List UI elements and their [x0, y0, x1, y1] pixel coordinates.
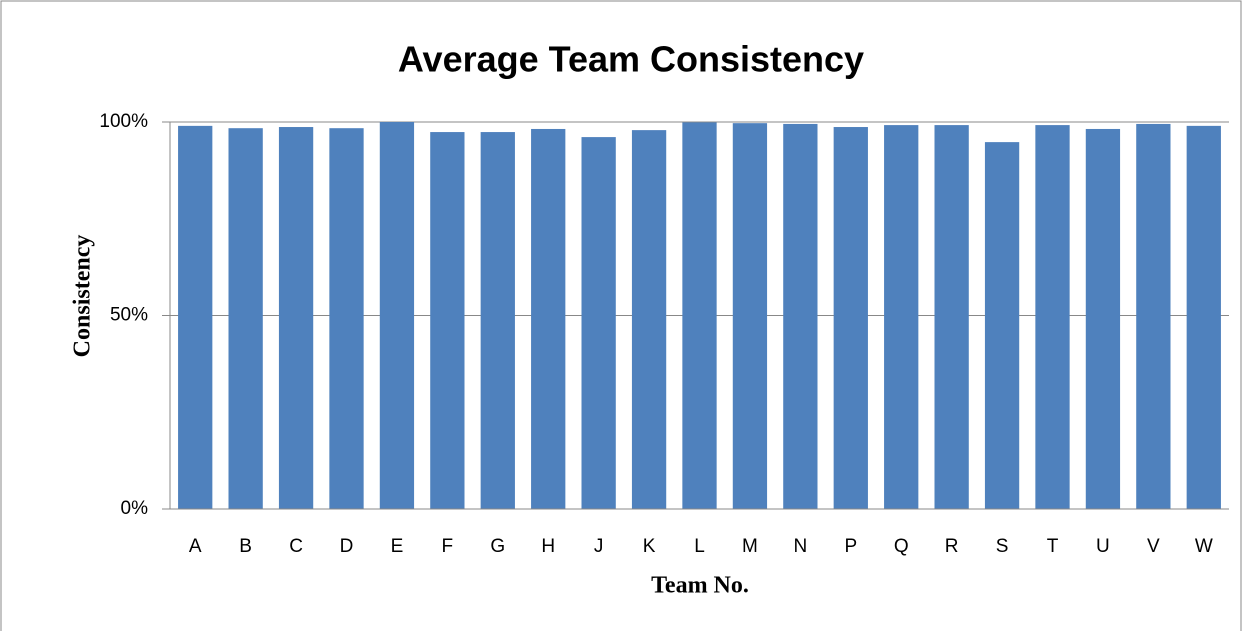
- chart-title: Average Team Consistency: [398, 39, 864, 80]
- bar: [430, 132, 465, 509]
- bar: [178, 125, 213, 510]
- x-tick-label: G: [490, 536, 505, 557]
- x-tick-label: P: [844, 536, 857, 557]
- bar: [833, 127, 868, 509]
- bar: [934, 125, 969, 509]
- bar: [228, 128, 263, 509]
- bar: [682, 122, 717, 510]
- y-tick-label: 50%: [110, 305, 148, 326]
- x-tick-label: H: [541, 536, 555, 557]
- x-tick-label: M: [742, 536, 758, 557]
- y-tick-label: 100%: [99, 111, 148, 132]
- y-axis-title: Consistency: [70, 235, 96, 358]
- x-tick-label: J: [594, 536, 604, 557]
- x-tick-label: Q: [894, 536, 909, 557]
- bar: [884, 125, 919, 509]
- bar: [1136, 123, 1171, 509]
- x-tick-label: T: [1047, 536, 1059, 557]
- bar: [732, 123, 768, 509]
- bar: [1035, 125, 1070, 509]
- x-tick-label: D: [340, 536, 354, 557]
- x-axis-title: Team No.: [651, 573, 749, 599]
- x-tick-label: L: [694, 536, 705, 557]
- x-tick-label: C: [289, 536, 303, 557]
- x-tick-label: B: [239, 536, 252, 557]
- x-tick-label: A: [189, 536, 202, 557]
- x-tick-label: N: [793, 536, 807, 557]
- bar: [1085, 128, 1121, 509]
- bar: [783, 123, 818, 509]
- y-tick-label: 0%: [121, 498, 149, 519]
- bar: [581, 137, 616, 509]
- x-tick-label: V: [1147, 536, 1160, 557]
- x-tick-label: R: [945, 536, 959, 557]
- bar: [379, 122, 415, 509]
- x-tick-label: F: [442, 536, 454, 557]
- x-tick-label: K: [643, 536, 656, 557]
- bar: [531, 128, 566, 509]
- x-tick-label: W: [1195, 536, 1213, 557]
- x-tick-label: U: [1096, 536, 1110, 557]
- x-tick-label: S: [996, 536, 1009, 557]
- bar: [329, 128, 364, 509]
- bar: [480, 132, 515, 509]
- x-tick-label: E: [391, 536, 404, 557]
- bar: [984, 142, 1020, 509]
- bar: [278, 127, 314, 509]
- bar: [1186, 125, 1221, 510]
- bar: [631, 130, 667, 509]
